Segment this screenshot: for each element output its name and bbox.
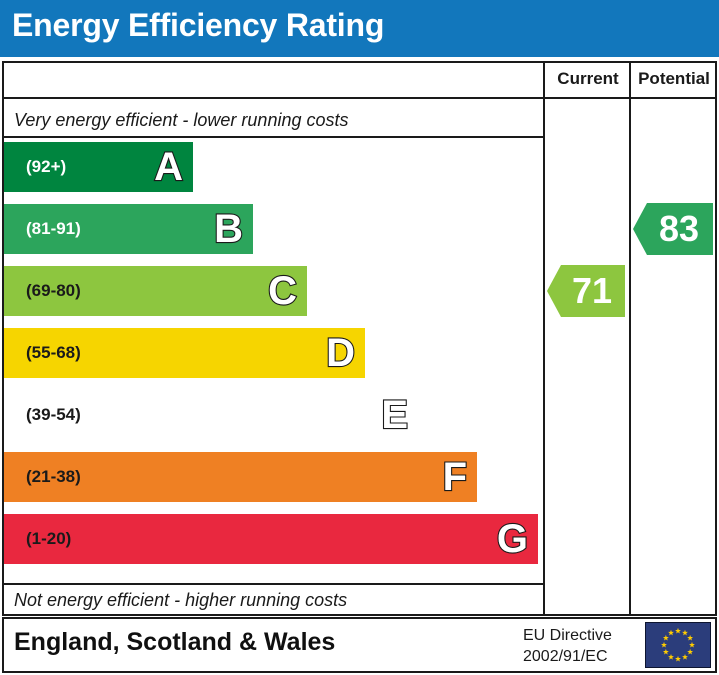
title-bar: Energy Efficiency Rating <box>0 0 719 57</box>
band-letter-a: A <box>153 145 184 189</box>
rating-band-e: (39-54) E <box>4 390 418 440</box>
footer-region-label: England, Scotland & Wales <box>14 628 336 656</box>
band-range-d: (55-68) <box>26 343 81 362</box>
eu-flag-icon <box>645 622 711 668</box>
rating-value-potential: 83 <box>658 208 700 249</box>
band-range-a: (92+) <box>26 157 67 176</box>
column-header-row: Current Potential <box>2 61 717 99</box>
band-range-e: (39-54) <box>26 405 81 424</box>
band-letter-e: E <box>380 393 409 437</box>
rating-band-a: (92+) A <box>4 142 193 192</box>
rating-band-c: (69-80) C <box>4 266 307 316</box>
caption-not-efficient: Not energy efficient - higher running co… <box>14 590 348 610</box>
column-header-current: Current <box>557 69 619 88</box>
caption-rule-top <box>2 136 543 138</box>
band-range-f: (21-38) <box>26 467 81 486</box>
column-divider-current <box>543 61 545 616</box>
band-range-b: (81-91) <box>26 219 81 238</box>
caption-very-efficient: Very energy efficient - lower running co… <box>14 110 349 130</box>
column-divider-potential <box>629 61 631 616</box>
band-letter-d: D <box>325 331 356 375</box>
rating-marker-current: 71 <box>547 265 625 317</box>
rating-value-current: 71 <box>571 270 613 311</box>
footer-frame <box>2 617 717 673</box>
directive-line-2: 2002/91/EC <box>523 648 608 665</box>
band-letter-b: B <box>213 207 244 251</box>
rating-band-d: (55-68) D <box>4 328 365 378</box>
footer-directive: EU Directive 2002/91/EC <box>523 625 612 667</box>
band-letter-f: F <box>441 455 468 499</box>
eu-stars-svg <box>661 627 695 662</box>
page-title: Energy Efficiency Rating <box>12 7 385 43</box>
column-header-potential: Potential <box>638 69 710 88</box>
eu-star <box>661 627 695 662</box>
rating-band-b: (81-91) B <box>4 204 253 254</box>
rating-band-g: (1-20) G <box>4 514 538 564</box>
rating-band-f: (21-38) F <box>4 452 477 502</box>
band-letter-g: G <box>496 517 529 561</box>
band-range-c: (69-80) <box>26 281 81 300</box>
rating-marker-potential: 83 <box>633 203 713 255</box>
caption-rule-bottom <box>2 583 543 585</box>
band-range-g: (1-20) <box>26 529 72 548</box>
directive-line-1: EU Directive <box>523 627 612 644</box>
band-letter-c: C <box>267 269 298 313</box>
